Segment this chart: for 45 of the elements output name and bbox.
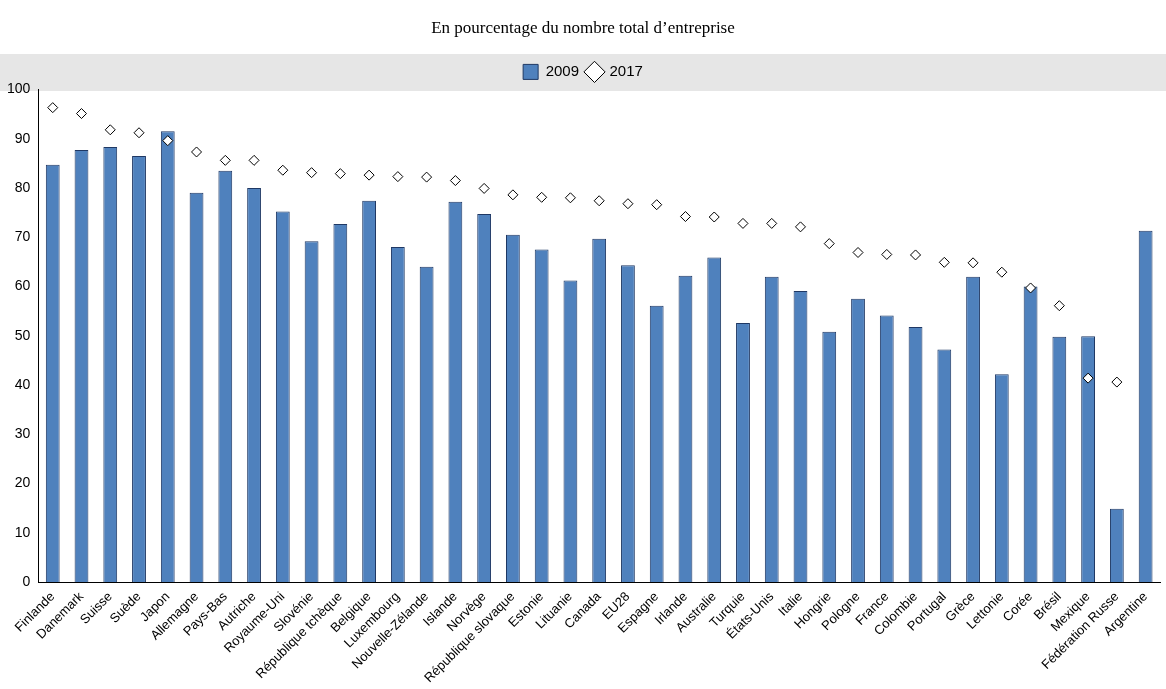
legend-label: 2017: [609, 62, 643, 80]
point: [737, 217, 749, 229]
point: [392, 171, 404, 183]
y-tick-label: 20: [14, 474, 31, 491]
y-tick-label: 90: [14, 129, 31, 146]
point: [507, 189, 519, 201]
point: [766, 217, 778, 229]
point: [536, 191, 548, 203]
y-tick-label: 40: [14, 375, 31, 392]
point: [219, 154, 231, 166]
point: [1111, 376, 1123, 388]
chart-title: En pourcentage du nombre total d’entreprise: [431, 17, 735, 37]
point: [306, 167, 318, 179]
point: [449, 175, 461, 187]
point: [910, 249, 922, 261]
point: [248, 154, 260, 166]
point: [795, 221, 806, 233]
point: [478, 182, 490, 194]
point: [622, 198, 634, 210]
point: [47, 102, 59, 114]
point: [334, 168, 346, 180]
point: [1082, 372, 1094, 384]
point: [564, 192, 576, 204]
point: [593, 195, 605, 207]
point: [421, 171, 433, 183]
legend-label: 2009: [545, 62, 580, 80]
y-tick-label: 60: [14, 277, 31, 294]
point: [679, 211, 691, 223]
point: [363, 169, 375, 181]
point: [1025, 282, 1037, 294]
y-tick-label: 30: [14, 425, 31, 442]
point: [852, 246, 864, 258]
point: [967, 257, 979, 269]
point: [104, 124, 116, 136]
y-tick-label: 100: [7, 80, 31, 97]
y-tick-label: 50: [14, 326, 31, 343]
point: [162, 135, 174, 147]
point: [881, 248, 893, 260]
y-tick-label: 70: [14, 228, 31, 245]
y-tick-label: 10: [14, 523, 31, 540]
point: [938, 256, 950, 268]
y-tick-label: 80: [14, 178, 31, 195]
point: [823, 238, 835, 250]
point: [133, 127, 145, 139]
y-tick-label: 0: [22, 572, 31, 589]
